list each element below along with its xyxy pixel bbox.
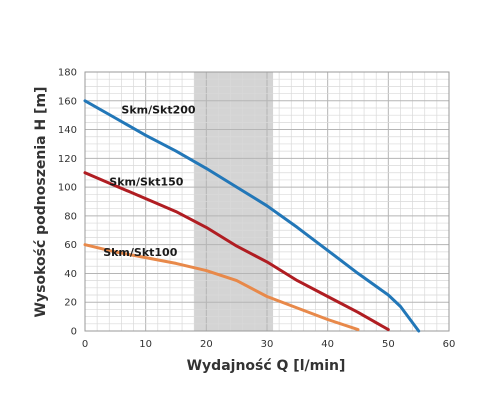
y-tick-label: 180 [58,68,77,79]
plot-frame [84,71,450,332]
series-line [83,243,360,332]
series-label: Skm/Skt100 [103,246,178,259]
series-layer [83,99,421,333]
x-tick-label: 40 [321,339,334,350]
series-label: Skm/Skt150 [109,176,184,189]
y-tick-label: 80 [64,211,77,222]
series-line [83,99,421,333]
x-tick-label: 10 [139,339,152,350]
series-line [83,171,390,332]
y-tick-label: 100 [58,183,77,194]
y-tick-label: 40 [64,269,77,280]
y-axis-title: Wysokość podnoszenia H [m] [33,87,49,318]
y-tick-label: 120 [58,154,77,165]
y-tick-label: 160 [58,96,77,107]
y-tick-label: 140 [58,125,77,136]
series-label: Skm/Skt200 [121,104,196,117]
x-axis-title: Wydajność Q [l/min] [187,358,346,374]
x-tick-label: 0 [82,339,88,350]
x-tick-label: 50 [382,339,395,350]
x-tick-label: 30 [261,339,274,350]
x-tick-label: 20 [200,339,213,350]
axis-layer: 0 10 20 30 40 50 60 0 20 40 60 80 100 120 140 160 180 [58,68,455,351]
y-tick-label: 20 [64,298,77,309]
y-tick-label: 60 [64,240,77,251]
y-tick-label: 0 [71,327,77,338]
series-label-layer: Skm/Skt200 Skm/Skt150 Skm/Skt100 [103,104,196,259]
x-tick-label: 60 [443,339,456,350]
